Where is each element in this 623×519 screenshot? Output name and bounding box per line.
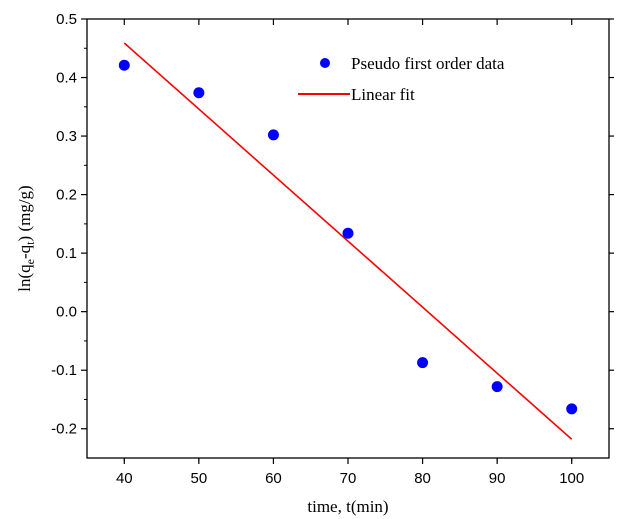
- y-axis: 0.5 0.4 0.3 0.2 0.1 0.0 -0.1 -0.2: [51, 11, 614, 438]
- y-axis-title: ln(qe-qt) (mg/g): [15, 185, 37, 291]
- x-tick-label: 80: [414, 470, 431, 487]
- x-tick-label: 100: [559, 470, 584, 487]
- y-tick-label: 0.4: [56, 70, 77, 87]
- y-axis-title-sub-e: e: [23, 259, 37, 264]
- legend-label-scatter: Pseudo first order data: [351, 54, 505, 73]
- data-point: [566, 403, 578, 415]
- legend-label-line: Linear fit: [351, 85, 415, 104]
- y-axis-title-sub-t: t: [23, 241, 37, 245]
- y-tick-label: -0.2: [51, 421, 77, 438]
- y-tick-label: 0.2: [56, 187, 77, 204]
- x-axis: 40 50 60 70 80 90 100: [116, 19, 584, 487]
- y-axis-title-prefix: ln(q: [15, 264, 34, 292]
- x-axis-title: time, t(min): [307, 497, 388, 516]
- x-tick-label: 60: [265, 470, 282, 487]
- y-tick-label: 0.1: [56, 245, 77, 262]
- y-axis-title-suffix: ) (mg/g): [15, 185, 34, 241]
- data-point: [417, 357, 429, 369]
- legend: Pseudo first order data Linear fit: [298, 54, 505, 104]
- y-tick-label: 0.0: [56, 304, 77, 321]
- y-tick-label: 0.3: [56, 128, 77, 145]
- data-point: [193, 87, 205, 99]
- y-axis-title-mid: -q: [15, 244, 34, 259]
- linear-fit-line: [123, 42, 573, 440]
- points-layer: [118, 59, 578, 415]
- data-point: [491, 381, 503, 393]
- y-tick-label: -0.1: [51, 362, 77, 379]
- fit-layer: [123, 42, 573, 440]
- x-tick-label: 70: [340, 470, 357, 487]
- data-point: [118, 59, 130, 71]
- x-tick-label: 50: [191, 470, 208, 487]
- legend-marker-scatter: [320, 58, 330, 68]
- data-point: [342, 227, 354, 239]
- data-point: [267, 129, 279, 141]
- x-tick-label: 40: [116, 470, 133, 487]
- y-tick-label: 0.5: [56, 11, 77, 28]
- x-tick-label: 90: [489, 470, 506, 487]
